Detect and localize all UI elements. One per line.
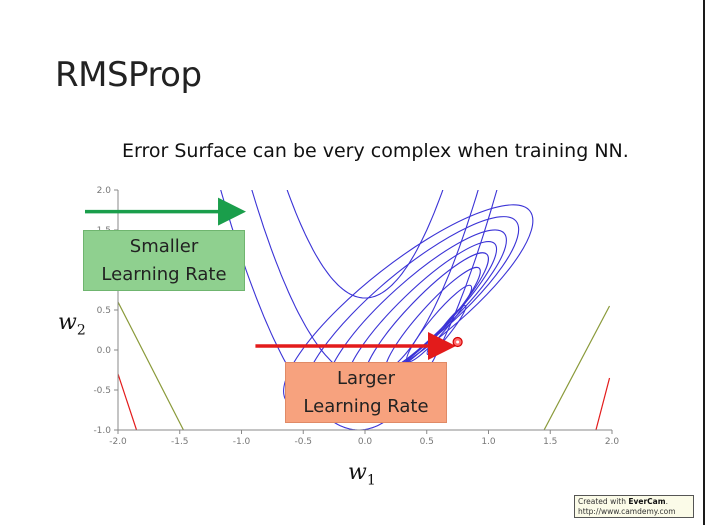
- slide-subtitle: Error Surface can be very complex when t…: [122, 140, 629, 162]
- y-axis-sub: 2: [76, 322, 86, 339]
- y-tick-label: -0.5: [93, 386, 111, 396]
- x-tick-label: 2.0: [605, 437, 620, 447]
- smaller-label-line1: Smaller: [129, 236, 199, 257]
- minimum-marker: [452, 336, 463, 348]
- x-tick-label: -1.5: [171, 437, 189, 447]
- learning-rate-arrows: [85, 197, 456, 360]
- larger-label-line2: Learning Rate: [303, 396, 429, 417]
- smaller-learning-rate-box: Smaller Learning Rate: [83, 230, 245, 291]
- badge-suffix: .: [665, 497, 668, 506]
- contour-ring: [426, 304, 467, 356]
- x-tick-label: 1.5: [543, 437, 557, 447]
- y-tick-label: 0.5: [97, 306, 111, 316]
- outer-red-right: [595, 377, 611, 430]
- y-axis-var: w: [58, 310, 77, 335]
- slide-edge-bar: [703, 0, 705, 525]
- x-axis-var: w: [348, 460, 367, 485]
- smaller-label-line2: Learning Rate: [101, 264, 227, 285]
- x-axis-sub: 1: [366, 472, 376, 489]
- y-tick-label: 0.0: [97, 346, 112, 356]
- minimum-dot-inner: [456, 340, 460, 344]
- x-tick-label: -1.0: [233, 437, 251, 447]
- badge-prefix: Created with: [578, 497, 629, 506]
- contour-outer-3: [286, 190, 444, 299]
- evercam-badge[interactable]: Created with EverCam. http://www.camdemy…: [574, 495, 694, 518]
- x-tick-label: 0.5: [420, 437, 434, 447]
- outer-olive-right: [543, 305, 611, 430]
- badge-line1: Created with EverCam.: [578, 497, 690, 507]
- badge-url[interactable]: http://www.camdemy.com: [578, 507, 676, 516]
- larger-label-line1: Larger: [336, 368, 396, 389]
- x-axis-label: w1: [348, 460, 376, 488]
- larger-learning-rate-box: Larger Learning Rate: [285, 362, 447, 423]
- contour-outer-2: [251, 190, 479, 379]
- x-tick-label: -2.0: [109, 437, 127, 447]
- x-tick-label: 1.0: [481, 437, 496, 447]
- x-tick-label: -0.5: [294, 437, 312, 447]
- y-tick-label: 2.0: [97, 186, 112, 196]
- x-tick-label: 0.0: [358, 437, 373, 447]
- slide-title: RMSProp: [55, 55, 202, 95]
- contour-ring: [406, 284, 473, 363]
- outer-olive-left: [118, 301, 184, 430]
- outer-red-left: [118, 373, 138, 430]
- y-tick-label: -1.0: [93, 426, 111, 436]
- badge-brand: EverCam: [628, 497, 666, 506]
- y-axis-label: w2: [58, 310, 86, 338]
